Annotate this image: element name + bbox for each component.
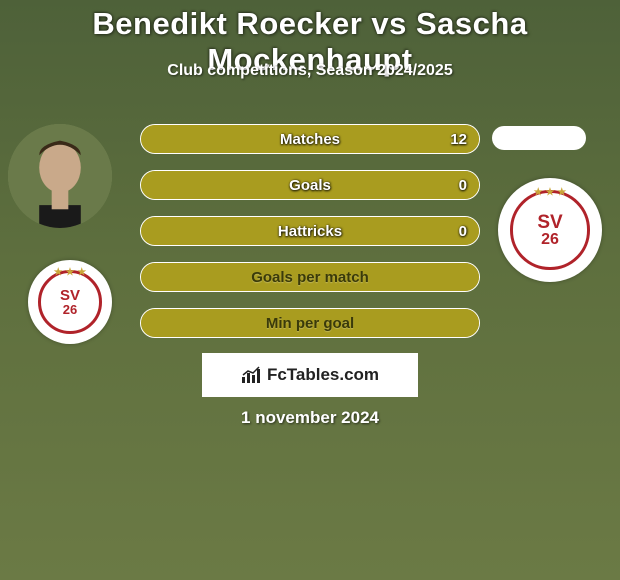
stat-row: Goals per match	[140, 262, 480, 292]
badge-stars-right: ★ ★ ★	[513, 187, 586, 198]
badge-right-text-bottom: 26	[541, 232, 559, 248]
date-label: 1 november 2024	[0, 408, 620, 428]
badge-left-text-top: SV	[60, 288, 80, 303]
stat-row: Hattricks0	[140, 216, 480, 246]
player-left-silhouette	[8, 124, 112, 228]
player-left-photo	[8, 124, 112, 228]
stat-value-right: 0	[459, 177, 467, 194]
stat-label: Goals per match	[141, 269, 479, 286]
stat-label: Matches	[141, 131, 479, 148]
chart-icon	[241, 366, 263, 384]
stat-value-right: 0	[459, 223, 467, 240]
stat-label: Min per goal	[141, 315, 479, 332]
club-badge-right: ★ ★ ★ SV 26	[498, 178, 602, 282]
stat-label: Goals	[141, 177, 479, 194]
stat-row: Min per goal	[140, 308, 480, 338]
badge-left-text-bottom: 26	[63, 303, 77, 316]
club-badge-left: ★ ★ ★ SV 26	[28, 260, 112, 344]
badge-stars-left: ★ ★ ★	[41, 267, 99, 278]
badge-right-text-top: SV	[537, 213, 562, 232]
stat-row: Goals0	[140, 170, 480, 200]
stat-value-right: 12	[450, 131, 467, 148]
watermark: FcTables.com	[202, 353, 418, 397]
stat-row: Matches12	[140, 124, 480, 154]
subtitle: Club competitions, Season 2024/2025	[0, 62, 620, 80]
club-badge-left-inner: ★ ★ ★ SV 26	[38, 270, 102, 334]
watermark-text: FcTables.com	[267, 365, 379, 385]
player-right-pill	[492, 126, 586, 150]
club-badge-right-inner: ★ ★ ★ SV 26	[510, 190, 589, 269]
stat-label: Hattricks	[141, 223, 479, 240]
